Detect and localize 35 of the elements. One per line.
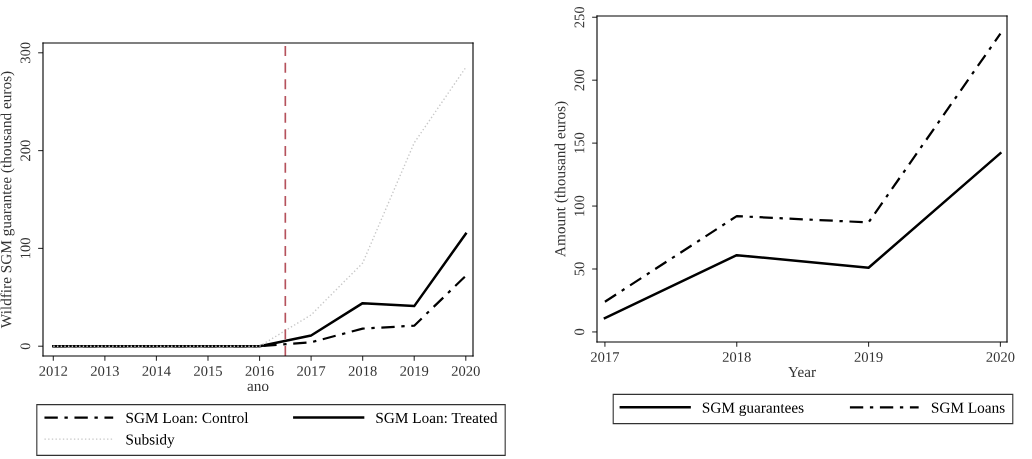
y-tick-label: 200 bbox=[20, 140, 31, 161]
y-tick-label: 0 bbox=[20, 343, 31, 350]
x-tick-label: 2015 bbox=[194, 366, 222, 376]
x-tick-label: 2012 bbox=[39, 366, 68, 376]
y-tick-label: 250 bbox=[574, 6, 585, 28]
x-tick-label: 2018 bbox=[722, 352, 751, 362]
x-tick-label: 2013 bbox=[90, 366, 119, 376]
y-tick-label: 100 bbox=[574, 195, 585, 216]
y-tick-label: 100 bbox=[20, 238, 31, 259]
y-axis-title: Wildfire SGM guarantee (thousand euros) bbox=[0, 71, 15, 329]
y-tick-label: 0 bbox=[574, 328, 585, 336]
legend-label: SGM guarantees bbox=[702, 402, 804, 416]
legend-label: SGM Loan: Treated bbox=[376, 412, 498, 424]
x-axis-title: Year bbox=[788, 366, 816, 378]
line-series bbox=[603, 32, 1002, 303]
x-tick-label: 2017 bbox=[297, 366, 326, 376]
x-tick-label: 2019 bbox=[854, 352, 883, 362]
x-tick-label: 2014 bbox=[142, 366, 171, 376]
legend-label: SGM Loans bbox=[931, 402, 1005, 413]
line-series bbox=[603, 151, 1002, 320]
x-tick-label: 2020 bbox=[986, 352, 1015, 362]
line-series bbox=[52, 66, 467, 347]
x-tick-label: 2020 bbox=[451, 366, 480, 376]
x-tick-label: 2016 bbox=[245, 366, 274, 376]
x-tick-label: 2017 bbox=[590, 352, 620, 362]
x-axis-title: ano bbox=[247, 383, 269, 392]
y-tick-label: 200 bbox=[574, 69, 585, 91]
y-tick-label: 150 bbox=[574, 132, 585, 153]
y-tick-label: 300 bbox=[20, 42, 31, 64]
x-tick-label: 2018 bbox=[348, 366, 377, 376]
legend-label: Subsidy bbox=[126, 433, 175, 448]
y-axis-title: Amount (thousand euros) bbox=[554, 101, 569, 257]
y-tick-label: 50 bbox=[574, 262, 585, 276]
legend-label: SGM Loan: Control bbox=[126, 412, 249, 424]
x-tick-label: 2019 bbox=[400, 366, 429, 376]
